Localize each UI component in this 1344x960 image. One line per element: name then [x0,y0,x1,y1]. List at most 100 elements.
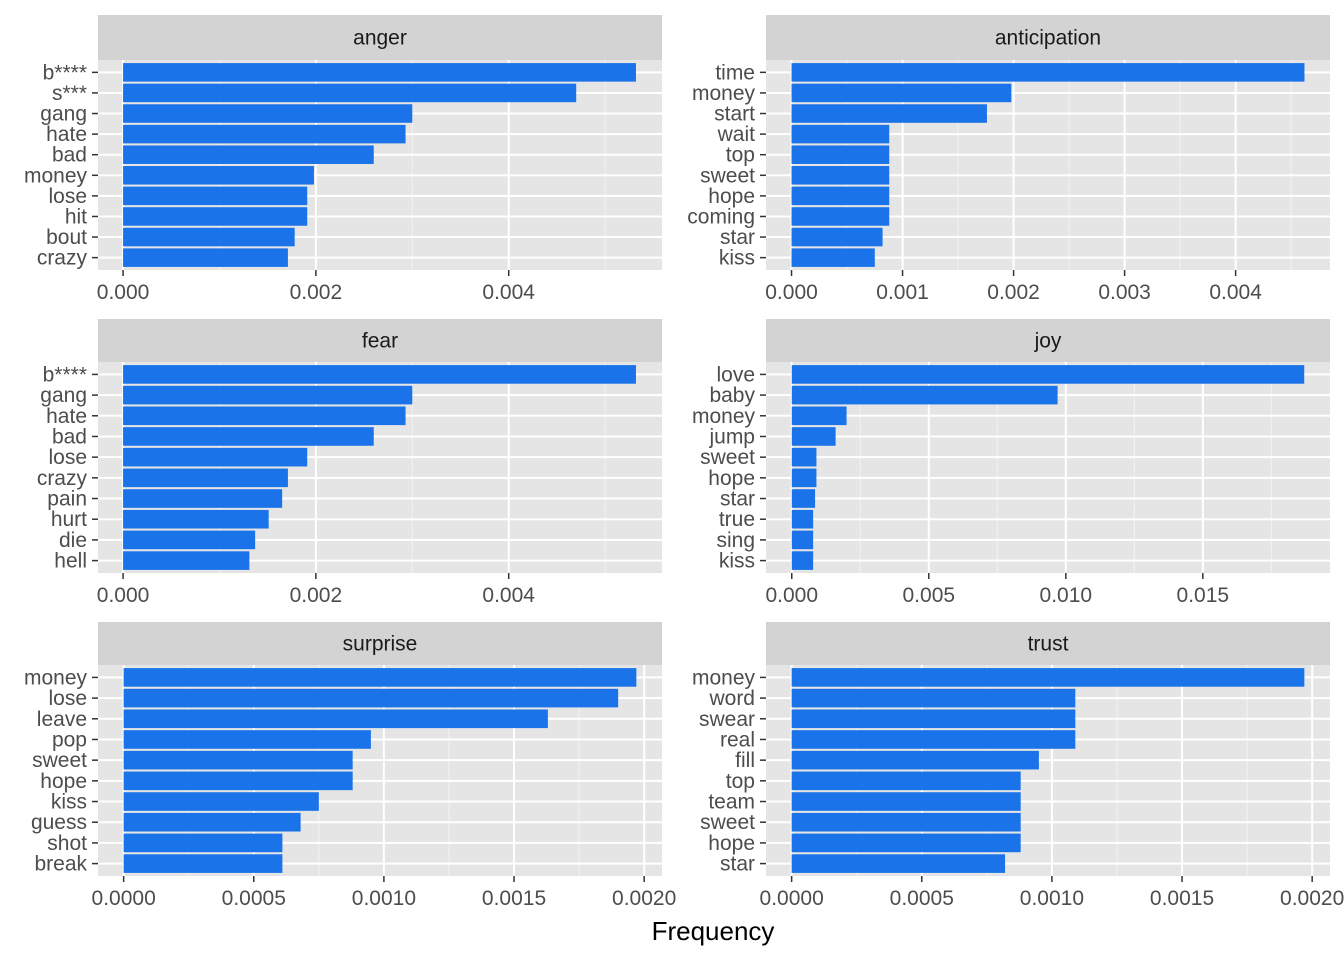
category-label: bout [46,226,87,249]
category-label: team [708,791,755,814]
x-tick-label: 0.003 [1098,281,1151,304]
category-label: money [692,82,756,105]
bar [791,509,814,529]
category-label: hope [708,832,755,855]
bar [791,750,1039,770]
category-label: top [726,770,755,793]
bar [123,248,288,267]
bar [791,709,1076,729]
bar [123,509,269,529]
x-tick-label: 0.0010 [1020,887,1084,910]
category-label: hurt [51,508,87,531]
facet-joy: joy lovebabymoneyjumpsweethopestartruesin… [692,319,1330,607]
category-label: hope [708,467,755,490]
category-label: sweet [700,446,755,469]
x-tick-label: 0.000 [97,281,150,304]
bar [791,688,1076,708]
facet-title: joy [1034,330,1062,353]
category-label: money [24,666,88,689]
facet-strip [98,15,662,60]
x-tick-label: 0.0015 [1150,887,1214,910]
bar [123,406,406,426]
bar [791,551,814,570]
x-tick-label: 0.0020 [612,887,676,910]
bar [123,730,371,749]
category-label: sweet [700,811,755,834]
bar [791,248,875,267]
bar [791,468,817,488]
x-tick-label: 0.015 [1177,584,1230,607]
category-label: hope [40,770,87,793]
bar [123,551,250,570]
x-tick-label: 0.0010 [352,887,416,910]
category-label: hope [708,185,755,208]
facet-title: fear [362,330,398,353]
bar [791,207,890,226]
category-label: b**** [43,61,87,84]
category-label: star [720,488,755,511]
bar [791,124,890,144]
bar [791,792,1021,811]
bar [791,145,890,164]
category-label: kiss [51,791,87,814]
bar [123,186,308,206]
x-tick-label: 0.000 [765,281,818,304]
bar [123,668,637,687]
bar [123,792,319,811]
category-label: lose [48,446,87,469]
x-tick-label: 0.0000 [92,887,156,910]
facet-strip [766,319,1330,362]
facet-strip [766,15,1330,60]
facet-anticipation: anticipation timemoneystartwaittopsweetho… [687,15,1330,304]
category-label: money [24,164,88,187]
category-label: guess [31,811,87,834]
category-label: b**** [43,363,87,386]
category-label: money [692,405,756,428]
x-tick-label: 0.004 [482,584,535,607]
bar [791,489,816,508]
facet-fear: fear b****ganghatebadlosecrazypainhurtdie… [37,319,662,607]
category-label: bad [52,425,87,448]
category-label: bad [52,144,87,167]
x-tick-label: 0.002 [290,281,343,304]
category-label: gang [40,384,87,407]
bar [123,812,301,832]
bar [123,227,295,247]
category-label: start [714,103,755,126]
facet-strip [98,622,662,665]
bar [791,427,836,446]
x-tick-label: 0.005 [903,584,956,607]
category-label: sweet [700,164,755,187]
bar [123,709,548,729]
bar [123,427,374,446]
category-label: crazy [37,247,88,270]
bar [123,854,283,873]
x-axis-title: Frequency [652,916,775,946]
facet-trust: trust moneywordswearrealfilltopteamsweeth… [692,622,1344,910]
bar [123,447,308,467]
category-label: money [692,666,756,689]
bar [791,447,817,467]
facet-title: trust [1028,633,1069,656]
bar [123,207,308,226]
bar [123,771,353,791]
facet-strip [766,622,1330,665]
category-label: kiss [719,247,755,270]
category-label: wait [717,123,756,146]
bar [791,83,1012,103]
category-label: sweet [32,749,87,772]
bar [123,750,353,770]
x-tick-label: 0.0005 [222,887,286,910]
bar [123,124,406,144]
bar [791,833,1021,853]
x-tick-label: 0.0005 [890,887,954,910]
category-label: break [34,853,87,876]
bar [791,365,1305,384]
category-label: kiss [719,550,755,573]
bar [791,63,1305,82]
category-label: star [720,226,755,249]
facet-panels: angerb****s***ganghatebadmoneylosehitbou… [24,15,1344,910]
x-tick-label: 0.0015 [482,887,546,910]
facet-strip [98,319,662,362]
